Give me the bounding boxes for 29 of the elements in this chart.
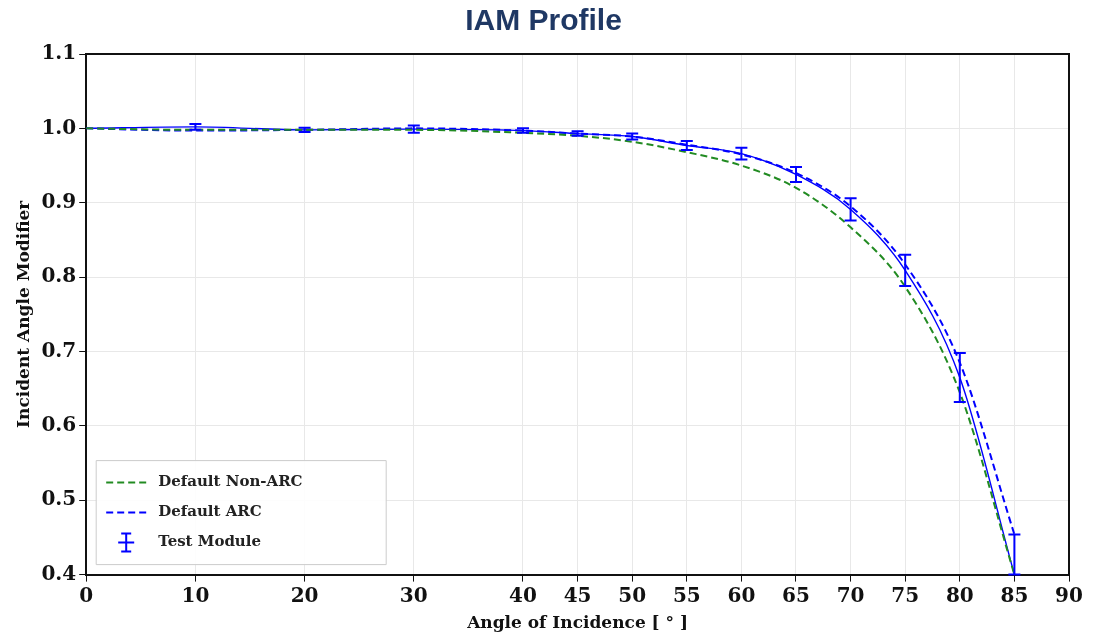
y-tick-label: 0.6: [41, 412, 77, 437]
x-tick-label: 65: [782, 582, 810, 607]
x-tick-label: 45: [563, 582, 592, 607]
y-tick-label: 0.9: [41, 188, 77, 213]
legend-label: Default ARC: [158, 502, 262, 521]
x-tick-label: 20: [290, 582, 319, 607]
chart-title: IAM Profile: [465, 3, 622, 37]
x-tick-label: 10: [181, 582, 210, 607]
y-axis-title: Incident Angle Modifier: [12, 199, 33, 428]
x-tick-label: 60: [727, 582, 756, 607]
x-tick-label: 0: [79, 582, 94, 607]
y-tick-label: 0.8: [41, 263, 77, 288]
x-tick-label: 85: [1000, 582, 1029, 607]
x-tick-label: 40: [509, 582, 537, 607]
y-tick-label: 1.0: [41, 114, 77, 139]
x-tick-label: 70: [836, 582, 865, 607]
x-tick-label: 30: [399, 582, 428, 607]
x-tick-label: 50: [618, 582, 647, 607]
y-tick-label: 0.7: [41, 337, 77, 362]
x-tick-label: 55: [672, 582, 701, 607]
x-tick-label: 75: [891, 582, 920, 607]
y-tick-label: 1.1: [41, 40, 77, 65]
x-tick-label: 90: [1055, 582, 1083, 607]
y-tick-label: 0.5: [41, 486, 77, 511]
x-axis-title: Angle of Incidence [ ° ]: [466, 612, 689, 633]
legend-label: Default Non-ARC: [158, 472, 303, 491]
y-tick-label: 0.4: [41, 560, 77, 585]
legend-label: Test Module: [158, 532, 262, 551]
x-tick-label: 80: [945, 582, 974, 607]
